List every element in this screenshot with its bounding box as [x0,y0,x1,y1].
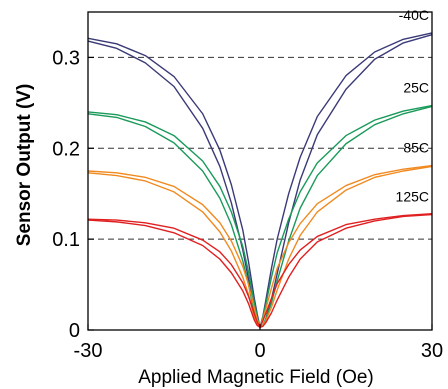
y-tick-label: 0.3 [52,47,80,69]
y-tick-label: 0.1 [52,229,80,251]
x-axis-label: Applied Magnetic Field (Oe) [138,367,374,388]
series-label: 85C [403,140,429,156]
tick-labels: 00.10.20.3-30 0 30 [52,47,443,362]
series-label: 125C [396,189,429,205]
x-tick-label: -30 [74,340,103,362]
x-tick-label: 0 [254,340,265,362]
y-tick-label: 0.2 [52,138,80,160]
series-labels: -40C 25C 85C 125C [396,7,429,205]
grid [88,56,432,240]
y-axis-label: Sensor Output (V) [14,84,35,247]
series-label: -40C [399,7,429,23]
series-label: 25C [403,80,429,96]
x-tick-label: 30 [421,340,443,362]
axis-ticks [87,56,433,331]
y-tick-label: 0 [69,320,80,342]
